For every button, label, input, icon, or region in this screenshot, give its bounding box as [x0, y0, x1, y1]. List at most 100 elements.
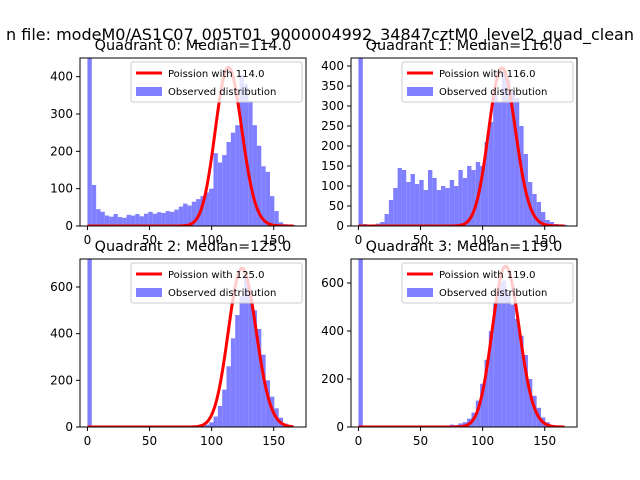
- legend-label: Poission with 114.0: [168, 69, 264, 80]
- x-tick-label: 0: [355, 233, 363, 247]
- y-tick-label: 200: [50, 373, 73, 387]
- hist-bar: [165, 211, 171, 226]
- hist-bar: [130, 215, 136, 226]
- hist-bar: [278, 222, 284, 226]
- hist-bar: [265, 171, 270, 226]
- x-tick-label: 50: [413, 233, 428, 247]
- hist-bar: [497, 102, 502, 226]
- hist-bar: [230, 132, 236, 226]
- y-tick-label: 0: [336, 420, 344, 434]
- legend-label: Observed distribution: [439, 288, 547, 299]
- hist-bar: [113, 214, 118, 226]
- hist-bar: [239, 296, 244, 427]
- x-tick-label: 0: [355, 434, 363, 448]
- hist-bar: [432, 178, 437, 226]
- panel-title: Quadrant 1: Median=116.0: [366, 38, 563, 54]
- hist-bar: [252, 125, 257, 226]
- hist-bar: [235, 315, 240, 427]
- y-tick-label: 300: [321, 99, 344, 113]
- hist-bar: [488, 122, 494, 226]
- hist-bar: [480, 383, 485, 427]
- legend-label: Poission with 119.0: [439, 270, 535, 281]
- hist-bar: [96, 209, 101, 226]
- hist-bar: [226, 366, 231, 427]
- x-tick-label: 150: [533, 233, 556, 247]
- hist-bar: [484, 142, 489, 226]
- x-tick-label: 0: [84, 434, 92, 448]
- legend-box: [401, 61, 574, 103]
- hist-bar: [217, 162, 223, 226]
- hist-bar: [458, 170, 463, 226]
- legend-patch-swatch: [407, 288, 433, 297]
- hist-bar: [87, 259, 92, 427]
- hist-bar: [523, 355, 528, 427]
- hist-bar: [222, 155, 227, 226]
- hist-bar: [274, 211, 279, 226]
- figure-title: n file: modeM0/AS1C07_005T01_9000004992_…: [6, 25, 634, 45]
- hist-bar: [388, 200, 394, 226]
- hist-bar: [143, 213, 149, 226]
- hist-bar: [217, 406, 223, 427]
- legend-patch-swatch: [136, 288, 162, 297]
- legend-label: Poission with 125.0: [168, 270, 264, 281]
- hist-bar: [410, 174, 415, 226]
- hist-bar: [230, 338, 236, 427]
- hist-bar: [152, 213, 157, 226]
- legend-label: Observed distribution: [439, 87, 547, 98]
- hist-bar: [545, 220, 550, 226]
- hist-bar: [87, 58, 92, 226]
- hist-bar: [497, 283, 502, 427]
- hist-bar: [419, 180, 424, 226]
- x-tick-label: 0: [84, 233, 92, 247]
- hist-bar: [91, 184, 97, 226]
- hist-bar: [358, 259, 363, 427]
- y-tick-label: 200: [321, 372, 344, 386]
- panel-3: 0 50 100 150 0 200 400 600 Poission with 119.0 Ob…: [321, 239, 578, 448]
- hist-bar: [406, 182, 411, 226]
- hist-bar: [501, 280, 507, 427]
- panel-title: Quadrant 3: Median=119.0: [366, 239, 563, 255]
- hist-bar: [161, 212, 166, 226]
- hist-bar: [261, 354, 266, 427]
- x-tick-label: 100: [200, 434, 223, 448]
- x-tick-label: 100: [200, 233, 223, 247]
- hist-bar: [135, 214, 140, 226]
- hist-bar: [436, 190, 442, 226]
- axes-frame: [79, 57, 307, 227]
- y-tick-label: 400: [321, 324, 344, 338]
- hist-bar: [467, 166, 472, 226]
- y-tick-label: 600: [50, 280, 73, 294]
- y-tick-label: 200: [50, 144, 73, 158]
- hist-bar: [454, 186, 459, 226]
- y-tick-label: 600: [321, 276, 344, 290]
- x-tick-label: 50: [413, 434, 428, 448]
- hist-bar: [261, 166, 266, 226]
- hist-bar: [256, 145, 262, 226]
- hist-bar: [200, 196, 205, 226]
- hist-bar: [493, 94, 498, 226]
- y-tick-label: 400: [321, 59, 344, 73]
- hist-bar: [540, 212, 546, 226]
- hist-bar: [514, 98, 520, 226]
- y-tick-label: 150: [321, 159, 344, 173]
- hist-bar: [117, 217, 123, 226]
- poisson-fit-line: [358, 66, 565, 226]
- legend-box: [401, 262, 574, 304]
- hist-bar: [235, 125, 240, 226]
- panel-2: 0 50 100 150 0 200 400 600 Poission with 125.0 Ob…: [50, 239, 307, 448]
- hist-bar: [191, 201, 197, 226]
- hist-bar: [100, 211, 105, 226]
- x-tick-label: 50: [142, 233, 157, 247]
- hist-bar: [213, 416, 218, 427]
- hist-bar: [506, 292, 511, 427]
- hist-bar: [183, 203, 188, 226]
- hist-bar: [358, 58, 363, 226]
- hist-bar: [109, 216, 114, 226]
- y-tick-label: 400: [50, 327, 73, 341]
- hist-bar: [265, 380, 270, 427]
- y-tick-label: 100: [321, 179, 344, 193]
- hist-bar: [462, 178, 468, 226]
- axes-frame: [350, 57, 578, 227]
- y-tick-label: 350: [321, 79, 344, 93]
- hist-bar: [170, 211, 175, 226]
